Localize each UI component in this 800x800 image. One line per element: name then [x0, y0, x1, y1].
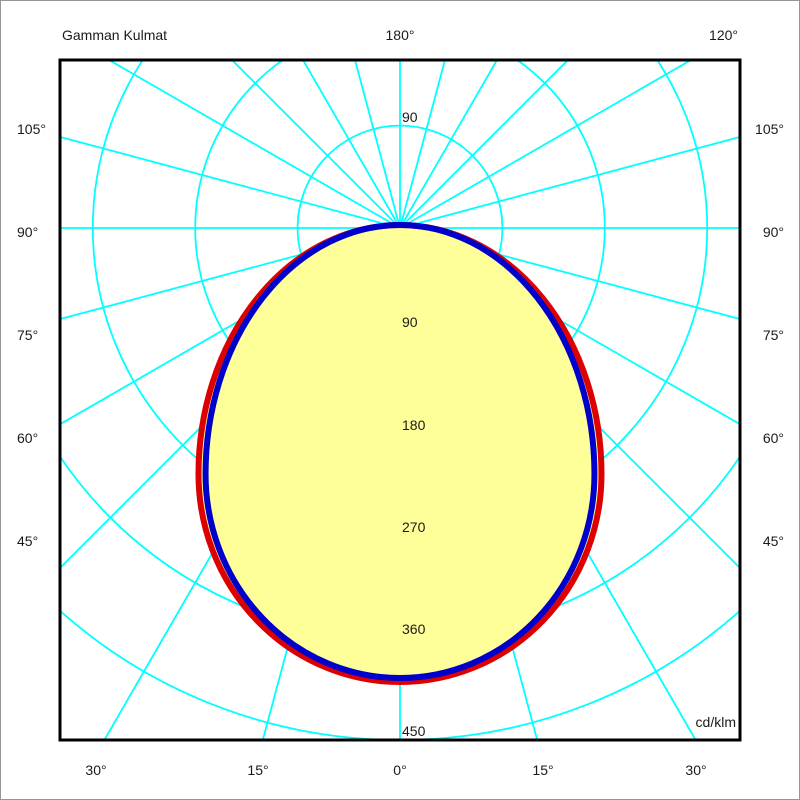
- svg-text:90: 90: [402, 109, 418, 125]
- svg-text:45°: 45°: [17, 533, 38, 549]
- svg-text:90: 90: [402, 314, 418, 330]
- svg-text:270: 270: [402, 519, 426, 535]
- svg-text:360: 360: [402, 621, 426, 637]
- svg-text:90°: 90°: [17, 224, 38, 240]
- svg-text:0°: 0°: [393, 762, 406, 778]
- svg-text:Gamman Kulmat: Gamman Kulmat: [62, 27, 167, 43]
- svg-text:120°: 120°: [709, 27, 738, 43]
- svg-text:75°: 75°: [17, 327, 38, 343]
- svg-text:105°: 105°: [755, 121, 784, 137]
- svg-text:30°: 30°: [685, 762, 706, 778]
- svg-text:15°: 15°: [247, 762, 268, 778]
- svg-text:75°: 75°: [763, 327, 784, 343]
- svg-text:60°: 60°: [763, 430, 784, 446]
- svg-text:105°: 105°: [17, 121, 46, 137]
- svg-text:180: 180: [402, 417, 426, 433]
- svg-text:450: 450: [402, 723, 426, 739]
- svg-text:15°: 15°: [532, 762, 553, 778]
- svg-text:30°: 30°: [85, 762, 106, 778]
- svg-text:180°: 180°: [386, 27, 415, 43]
- svg-text:90°: 90°: [763, 224, 784, 240]
- svg-text:45°: 45°: [763, 533, 784, 549]
- svg-text:60°: 60°: [17, 430, 38, 446]
- svg-text:cd/klm: cd/klm: [696, 714, 736, 730]
